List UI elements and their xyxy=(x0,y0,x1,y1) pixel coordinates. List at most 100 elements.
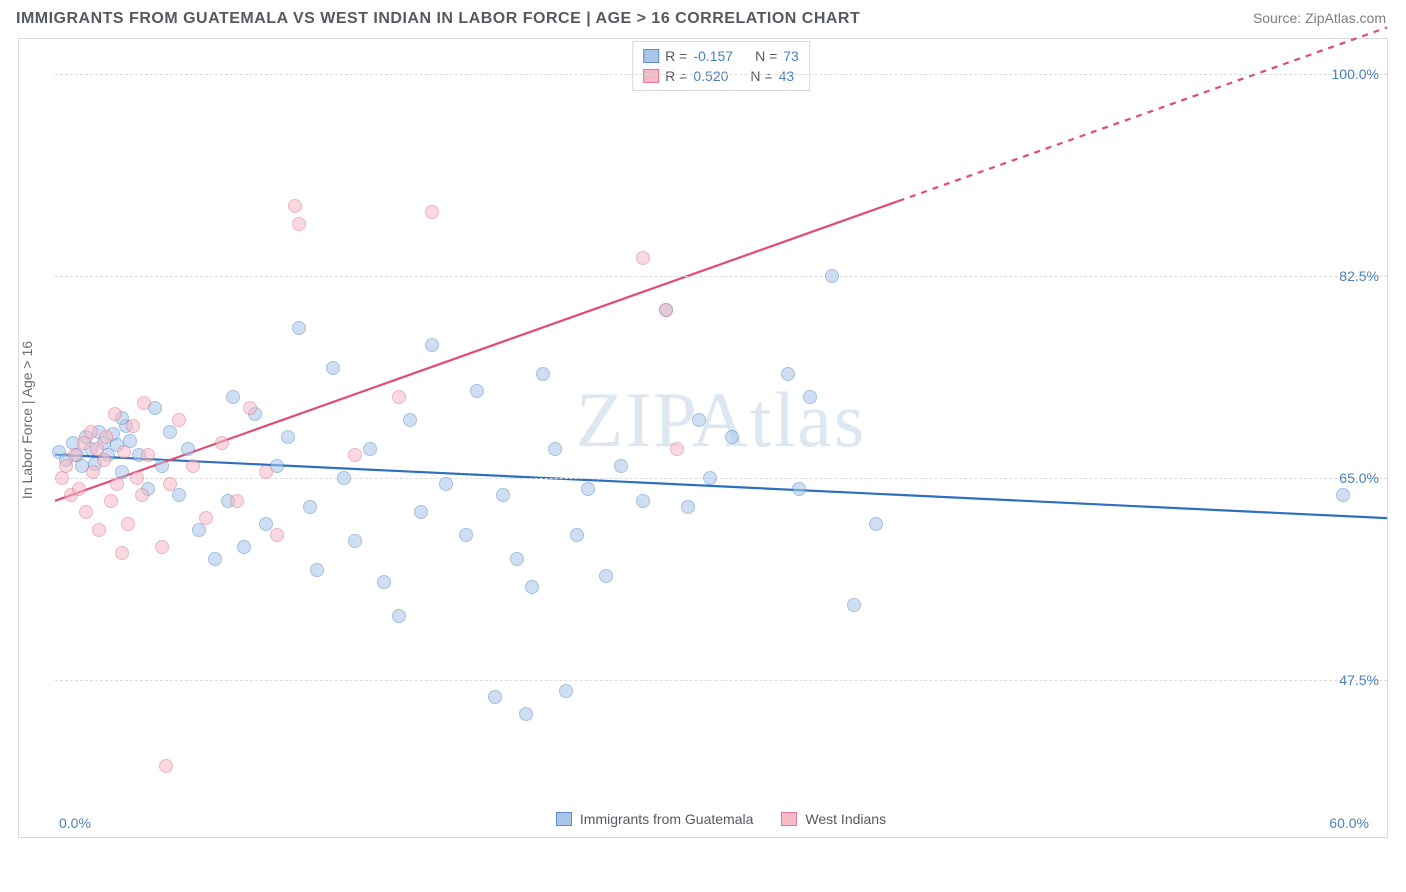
data-point-guatemala xyxy=(337,471,351,485)
gridline xyxy=(55,680,1387,681)
swatch-westindian xyxy=(781,812,797,826)
data-point-guatemala xyxy=(614,459,628,473)
data-point-westindian xyxy=(135,488,149,502)
data-point-guatemala xyxy=(536,367,550,381)
data-point-westindian xyxy=(392,390,406,404)
legend-n-label: N = xyxy=(750,68,772,84)
data-point-westindian xyxy=(110,477,124,491)
data-point-guatemala xyxy=(570,528,584,542)
data-point-guatemala xyxy=(548,442,562,456)
data-point-guatemala xyxy=(692,413,706,427)
y-tick-label: 100.0% xyxy=(1332,66,1379,82)
data-point-guatemala xyxy=(803,390,817,404)
chart-title: IMMIGRANTS FROM GUATEMALA VS WEST INDIAN… xyxy=(16,10,860,28)
series-label-westindian: West Indians xyxy=(805,811,886,827)
data-point-westindian xyxy=(259,465,273,479)
data-point-westindian xyxy=(659,303,673,317)
data-point-guatemala xyxy=(363,442,377,456)
data-point-guatemala xyxy=(377,575,391,589)
legend-r-value-westindian: 0.520 xyxy=(693,68,728,84)
data-point-guatemala xyxy=(525,580,539,594)
data-point-guatemala xyxy=(470,384,484,398)
data-point-guatemala xyxy=(281,430,295,444)
data-point-westindian xyxy=(126,419,140,433)
watermark: ZIPAtlas xyxy=(576,375,867,465)
data-point-guatemala xyxy=(488,690,502,704)
swatch-guatemala xyxy=(556,812,572,826)
data-point-guatemala xyxy=(326,361,340,375)
data-point-guatemala xyxy=(519,707,533,721)
correlation-legend: R = -0.157 N = 73 R = 0.520 N = 43 xyxy=(632,41,810,91)
data-point-guatemala xyxy=(310,563,324,577)
data-point-guatemala xyxy=(181,442,195,456)
data-point-westindian xyxy=(670,442,684,456)
data-point-westindian xyxy=(141,448,155,462)
data-point-guatemala xyxy=(636,494,650,508)
data-point-guatemala xyxy=(403,413,417,427)
data-point-westindian xyxy=(288,199,302,213)
swatch-westindian xyxy=(643,69,659,83)
data-point-guatemala xyxy=(172,488,186,502)
data-point-westindian xyxy=(104,494,118,508)
data-point-westindian xyxy=(137,396,151,410)
data-point-guatemala xyxy=(703,471,717,485)
data-point-westindian xyxy=(425,205,439,219)
data-point-guatemala xyxy=(581,482,595,496)
data-point-westindian xyxy=(117,445,131,459)
data-point-guatemala xyxy=(226,390,240,404)
data-point-guatemala xyxy=(259,517,273,531)
data-point-westindian xyxy=(86,465,100,479)
data-point-guatemala xyxy=(392,609,406,623)
data-point-guatemala xyxy=(869,517,883,531)
data-point-guatemala xyxy=(1336,488,1350,502)
legend-n-label: N = xyxy=(755,48,777,64)
gridline xyxy=(55,478,1387,479)
data-point-westindian xyxy=(155,540,169,554)
data-point-guatemala xyxy=(459,528,473,542)
y-tick-label: 47.5% xyxy=(1339,672,1379,688)
series-legend: Immigrants from Guatemala West Indians xyxy=(55,801,1387,837)
data-point-westindian xyxy=(68,448,82,462)
legend-r-label: R = xyxy=(665,68,687,84)
data-point-guatemala xyxy=(439,477,453,491)
data-point-guatemala xyxy=(348,534,362,548)
data-point-westindian xyxy=(172,413,186,427)
data-point-westindian xyxy=(186,459,200,473)
data-point-guatemala xyxy=(825,269,839,283)
data-point-guatemala xyxy=(725,430,739,444)
data-point-guatemala xyxy=(414,505,428,519)
data-point-westindian xyxy=(348,448,362,462)
legend-n-value-guatemala: 73 xyxy=(783,48,799,64)
data-point-guatemala xyxy=(496,488,510,502)
data-point-westindian xyxy=(115,546,129,560)
data-point-westindian xyxy=(163,477,177,491)
data-point-guatemala xyxy=(510,552,524,566)
data-point-guatemala xyxy=(303,500,317,514)
data-point-guatemala xyxy=(847,598,861,612)
legend-row-westindian: R = 0.520 N = 43 xyxy=(643,66,799,86)
data-point-guatemala xyxy=(559,684,573,698)
data-point-guatemala xyxy=(163,425,177,439)
legend-row-guatemala: R = -0.157 N = 73 xyxy=(643,46,799,66)
legend-n-value-westindian: 43 xyxy=(779,68,795,84)
data-point-westindian xyxy=(270,528,284,542)
data-point-westindian xyxy=(99,430,113,444)
legend-r-label: R = xyxy=(665,48,687,64)
data-point-westindian xyxy=(79,505,93,519)
plot-area: In Labor Force | Age > 16 ZIPAtlas R = -… xyxy=(55,39,1387,801)
data-point-westindian xyxy=(215,436,229,450)
data-point-westindian xyxy=(199,511,213,525)
data-point-westindian xyxy=(230,494,244,508)
data-point-westindian xyxy=(292,217,306,231)
data-point-westindian xyxy=(159,759,173,773)
y-axis-label: In Labor Force | Age > 16 xyxy=(19,341,35,499)
data-point-westindian xyxy=(108,407,122,421)
y-tick-label: 65.0% xyxy=(1339,470,1379,486)
data-point-westindian xyxy=(97,453,111,467)
data-point-westindian xyxy=(92,523,106,537)
data-point-guatemala xyxy=(681,500,695,514)
gridline xyxy=(55,276,1387,277)
y-tick-label: 82.5% xyxy=(1339,268,1379,284)
data-point-westindian xyxy=(130,471,144,485)
data-point-westindian xyxy=(243,401,257,415)
